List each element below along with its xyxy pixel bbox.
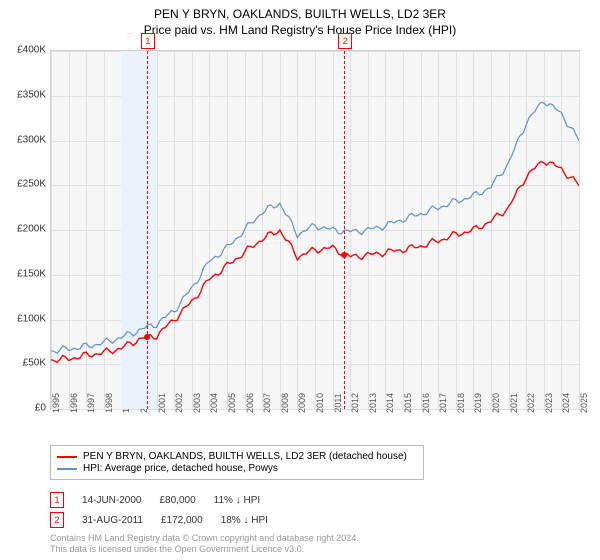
y-tick-label: £0 — [0, 403, 46, 414]
footer-line2: This data is licensed under the Open Gov… — [50, 544, 359, 556]
y-tick-label: £350K — [0, 89, 46, 100]
plot-area: 1995199619971998199920002001200220032004… — [50, 50, 580, 410]
y-tick-label: £250K — [0, 179, 46, 190]
legend: PEN Y BRYN, OAKLANDS, BUILTH WELLS, LD2 … — [50, 445, 424, 480]
marker-line — [344, 51, 345, 409]
summary-date: 14-JUN-2000 — [82, 495, 141, 506]
marker-badge: 2 — [50, 512, 64, 528]
summary-price: £172,000 — [161, 515, 203, 526]
data-point — [341, 252, 347, 258]
series-line — [51, 103, 579, 354]
marker-badge: 2 — [338, 33, 352, 49]
marker-line — [147, 51, 148, 409]
summary-row: 1 14-JUN-2000 £80,000 11% ↓ HPI — [50, 492, 570, 508]
y-tick-label: £200K — [0, 224, 46, 235]
y-tick-label: £300K — [0, 134, 46, 145]
summary-delta: 18% ↓ HPI — [221, 515, 268, 526]
summary-date: 31-AUG-2011 — [82, 515, 143, 526]
legend-swatch — [57, 468, 77, 470]
gridline-v — [579, 51, 580, 409]
title-line1: PEN Y BRYN, OAKLANDS, BUILTH WELLS, LD2 … — [0, 6, 600, 22]
legend-item: PEN Y BRYN, OAKLANDS, BUILTH WELLS, LD2 … — [57, 451, 417, 462]
legend-label: PEN Y BRYN, OAKLANDS, BUILTH WELLS, LD2 … — [83, 451, 407, 462]
chart-lines — [51, 51, 579, 409]
y-tick-label: £50K — [0, 358, 46, 369]
y-tick-label: £100K — [0, 313, 46, 324]
legend-item: HPI: Average price, detached house, Powy… — [57, 463, 417, 474]
marker-badge: 1 — [50, 492, 64, 508]
summary-delta: 11% ↓ HPI — [214, 495, 261, 506]
y-tick-label: £150K — [0, 268, 46, 279]
data-point — [144, 334, 150, 340]
marker-badge: 1 — [141, 33, 155, 49]
legend-label: HPI: Average price, detached house, Powy… — [83, 463, 278, 474]
x-tick-label: 2025 — [579, 393, 589, 413]
footer-line1: Contains HM Land Registry data © Crown c… — [50, 533, 359, 545]
footer: Contains HM Land Registry data © Crown c… — [50, 533, 359, 556]
y-tick-label: £400K — [0, 45, 46, 56]
title-line2: Price paid vs. HM Land Registry's House … — [0, 22, 600, 38]
legend-swatch — [57, 456, 77, 458]
summary-price: £80,000 — [159, 495, 195, 506]
summary-row: 2 31-AUG-2011 £172,000 18% ↓ HPI — [50, 512, 570, 528]
chart-title: PEN Y BRYN, OAKLANDS, BUILTH WELLS, LD2 … — [0, 0, 600, 38]
chart-container: PEN Y BRYN, OAKLANDS, BUILTH WELLS, LD2 … — [0, 0, 600, 560]
